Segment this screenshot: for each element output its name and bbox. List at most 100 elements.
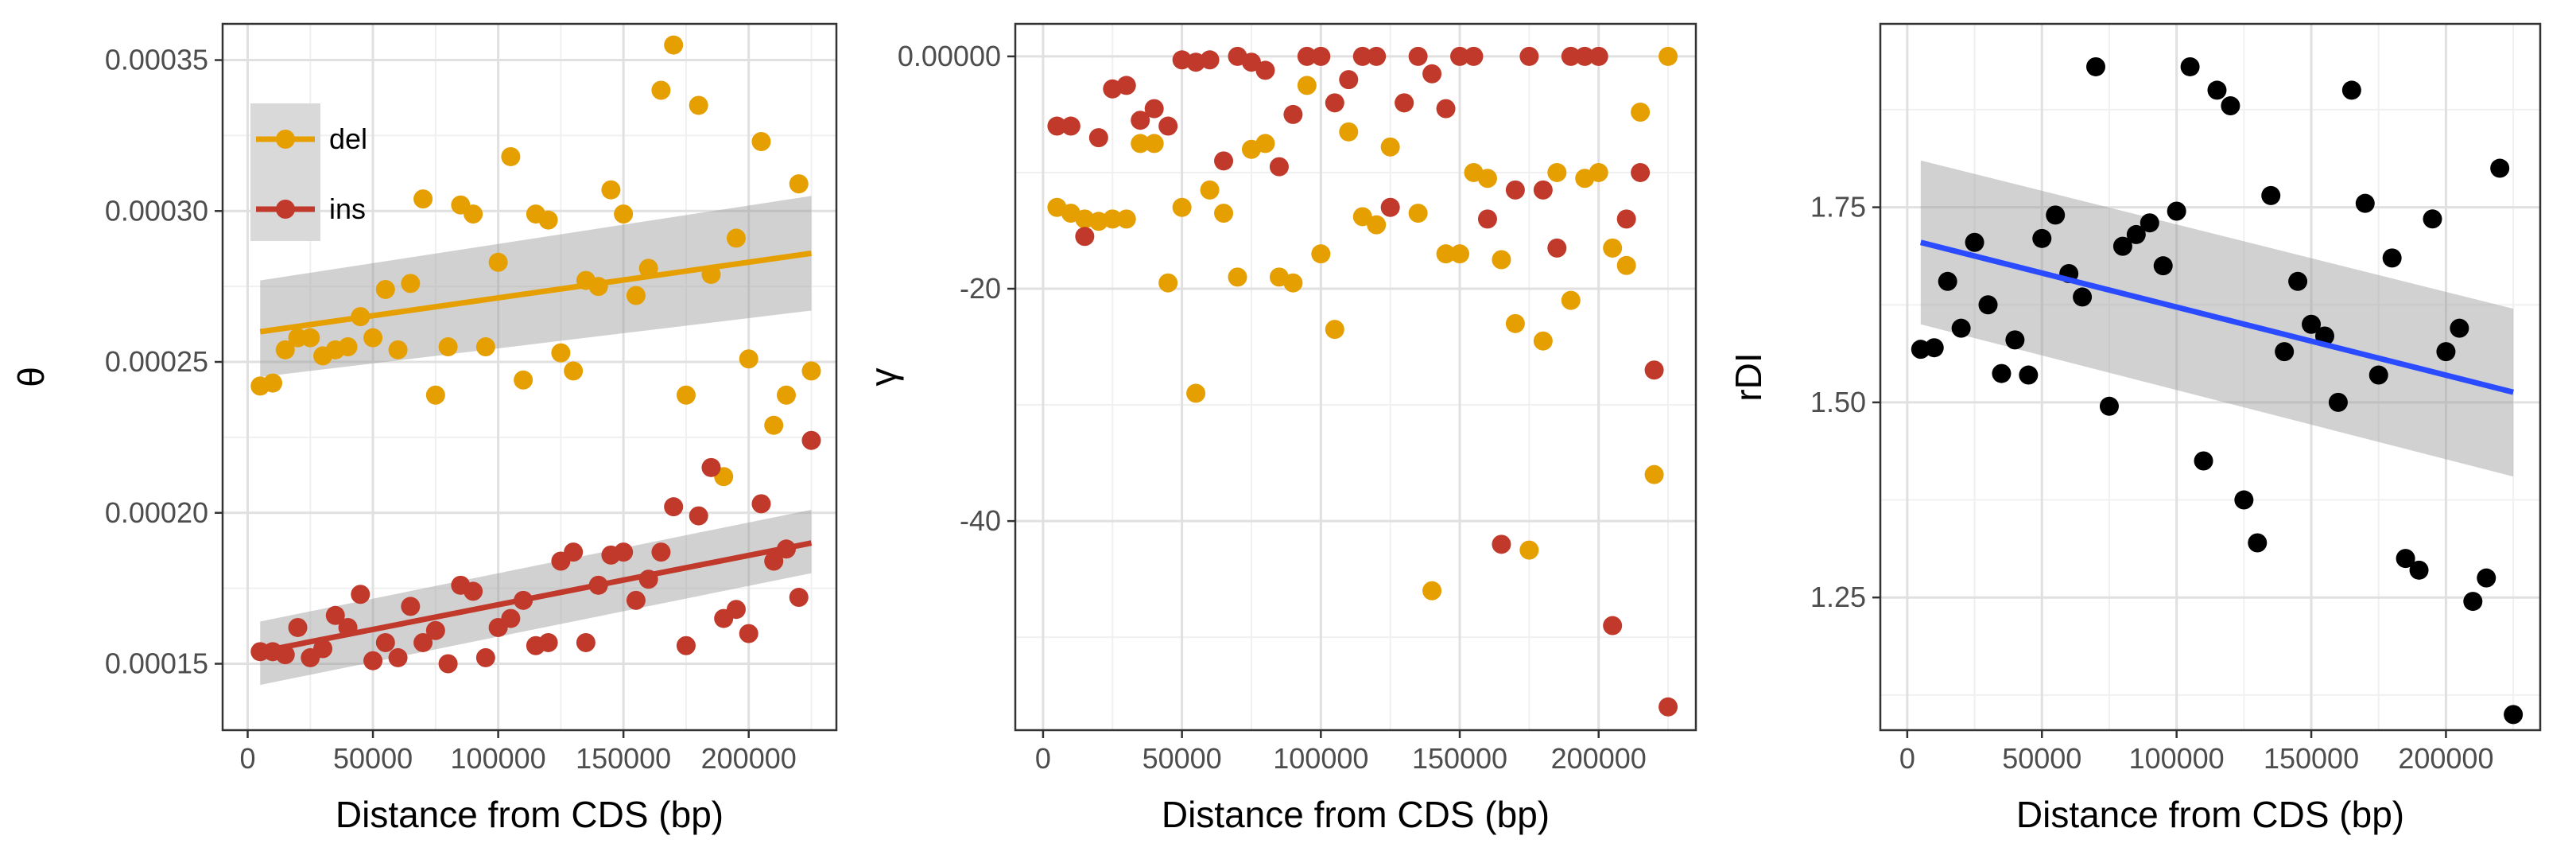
data-point-ins	[1352, 46, 1372, 66]
data-point-ins	[1589, 46, 1608, 66]
data-point-ins	[701, 457, 721, 477]
x-axis-title: Distance from CDS (bp)	[2016, 794, 2404, 835]
data-point-ins	[363, 651, 383, 670]
data-point-del	[1158, 273, 1178, 293]
data-point	[1978, 295, 1998, 315]
data-point-del	[1658, 46, 1678, 66]
data-point	[2328, 392, 2348, 412]
data-point-ins	[375, 632, 395, 652]
data-point	[2490, 158, 2510, 178]
data-point-del	[401, 274, 421, 293]
data-point-del	[338, 337, 358, 357]
data-point-ins	[288, 617, 308, 637]
data-point-ins	[1200, 50, 1220, 70]
x-tick-label: 200000	[1551, 742, 1647, 775]
data-point-del	[438, 337, 458, 357]
y-tick-label: 0.00025	[105, 345, 208, 378]
data-point-del	[1505, 313, 1525, 333]
data-point-del	[363, 328, 383, 348]
data-point-ins	[1395, 93, 1414, 113]
data-point-del	[664, 35, 684, 55]
data-point	[2167, 201, 2186, 221]
data-point	[2086, 56, 2106, 76]
y-tick-label: 0.00020	[105, 496, 208, 529]
data-point-del	[1283, 273, 1303, 293]
x-tick-label: 100000	[451, 742, 546, 775]
data-point-del	[475, 337, 495, 357]
data-point-del	[1450, 244, 1470, 264]
data-point	[2019, 365, 2039, 385]
data-point-del	[776, 385, 796, 405]
data-point-ins	[1283, 104, 1303, 124]
data-point-ins	[464, 581, 483, 601]
legend-marker-ins	[276, 200, 295, 219]
data-point-ins	[1547, 238, 1567, 258]
data-point-del	[388, 340, 408, 360]
panel-border	[221, 22, 838, 732]
data-point-del	[751, 132, 771, 151]
data-point-ins	[1047, 116, 1067, 136]
data-point-ins	[1297, 46, 1317, 66]
data-point-del	[1352, 207, 1372, 227]
data-point-ins	[1075, 227, 1095, 247]
x-tick-label: 0	[239, 742, 255, 775]
data-point-del	[488, 252, 508, 272]
y-axis-title: γ	[863, 368, 904, 387]
data-point-ins	[1658, 697, 1678, 717]
data-point	[2368, 365, 2388, 385]
data-point-ins	[1367, 46, 1387, 66]
x-tick-label: 200000	[701, 742, 797, 775]
y-tick-label: 1.75	[1810, 191, 1866, 223]
data-point-ins	[1061, 116, 1080, 136]
data-point-ins	[564, 542, 584, 562]
data-point-ins	[501, 608, 521, 628]
x-tick-label: 50000	[333, 742, 413, 775]
data-point-ins	[1311, 46, 1331, 66]
y-tick-label: 0.00015	[105, 647, 208, 680]
data-point-ins	[1408, 46, 1428, 66]
chart-panel-1: 0 50000 100000 150000 200000 0.00015 0.00020 0.…	[10, 22, 838, 835]
data-point-ins	[1477, 209, 1497, 229]
data-point	[2234, 490, 2254, 510]
data-point	[2194, 451, 2213, 471]
data-point-ins	[325, 605, 345, 625]
data-point-del	[1325, 320, 1344, 340]
data-point-del	[726, 228, 746, 248]
data-point-del	[1367, 215, 1387, 235]
data-point-del	[764, 415, 784, 435]
data-point-ins	[413, 632, 433, 652]
data-point-ins	[1436, 99, 1456, 119]
data-point-del	[1547, 162, 1567, 182]
legend: del ins	[250, 103, 367, 241]
data-point	[2436, 342, 2456, 362]
legend-key-background	[250, 103, 320, 241]
data-point-del	[1589, 162, 1608, 182]
data-point-del	[1533, 331, 1553, 351]
x-tick-label: 150000	[576, 742, 671, 775]
data-point-del	[614, 204, 634, 224]
y-tick-label: 0.00030	[105, 194, 208, 227]
data-point-ins	[651, 542, 671, 562]
data-point-del	[1255, 134, 1275, 154]
y-tick-label: 0.00035	[105, 44, 208, 76]
data-point	[2207, 80, 2227, 100]
data-point-del	[564, 361, 584, 381]
data-point-ins	[1131, 111, 1150, 130]
data-point-del	[501, 146, 521, 166]
x-tick-label: 50000	[1143, 742, 1222, 775]
data-point-ins	[1631, 162, 1651, 182]
data-point	[2504, 705, 2524, 725]
data-point-ins	[1214, 151, 1234, 171]
data-point	[2450, 318, 2469, 338]
data-point-del	[676, 385, 696, 405]
x-tick-label: 100000	[1273, 742, 1368, 775]
data-point-del	[626, 286, 646, 305]
data-point	[1951, 318, 1971, 338]
data-point	[2477, 568, 2496, 588]
data-point	[2140, 213, 2159, 233]
legend-label-del: del	[329, 122, 367, 155]
data-point-ins	[1450, 46, 1470, 66]
data-point-del	[601, 180, 621, 200]
data-point	[1992, 363, 2012, 383]
data-point-del	[275, 340, 295, 360]
